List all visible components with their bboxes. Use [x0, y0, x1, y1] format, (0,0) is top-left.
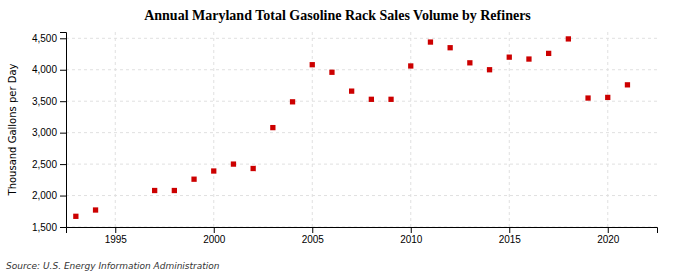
y-tick: 3,000	[32, 127, 66, 138]
y-tick-mark	[60, 101, 66, 102]
point	[428, 39, 433, 44]
x-axis: 1995 2000 2005 2010 2015 2020	[67, 227, 658, 245]
y-tick: 3,500	[32, 96, 66, 107]
point	[388, 97, 393, 102]
x-tick-label: 2000	[203, 234, 226, 245]
x-tick-label: 1995	[105, 234, 128, 245]
y-tick-mark	[60, 196, 66, 197]
y-tick-mark	[60, 38, 66, 39]
point	[290, 99, 295, 104]
point	[211, 168, 216, 173]
point	[369, 97, 374, 102]
y-tick: 2,500	[32, 159, 66, 170]
grid-line-y	[66, 164, 657, 165]
x-tick-mark	[411, 227, 412, 233]
point	[467, 60, 472, 65]
x-tick: 1995	[105, 227, 128, 245]
chart-container: 1995 2000 2005 2010 2015 2020 1,500 2,000 2,500 3…	[0, 0, 675, 275]
x-tick-label: 2005	[302, 234, 325, 245]
x-tick-mark	[214, 227, 215, 233]
x-tick-label: 2015	[499, 234, 522, 245]
point	[73, 214, 78, 219]
grid-line-x	[607, 32, 608, 227]
y-tick: 4,500	[32, 33, 66, 44]
point	[310, 62, 315, 67]
grid-line-x	[509, 32, 510, 227]
plot-area: 1995 2000 2005 2010 2015 2020 1,500 2,000 2,500 3…	[32, 32, 658, 245]
point	[152, 188, 157, 193]
y-tick: 1,500	[32, 222, 66, 233]
point	[251, 166, 256, 171]
x-tick-label: 2010	[400, 234, 423, 245]
y-tick-label: 2,500	[32, 159, 57, 170]
point	[408, 63, 413, 68]
point	[349, 88, 354, 93]
x-tick-label: 2020	[597, 234, 620, 245]
point	[625, 82, 630, 87]
x-tick-mark	[312, 227, 313, 233]
y-tick: 2,000	[32, 190, 66, 201]
point	[585, 95, 590, 100]
point	[487, 67, 492, 72]
y-tick-mark	[60, 70, 66, 71]
y-tick-label: 1,500	[32, 222, 57, 233]
grid-line-y	[66, 132, 657, 133]
point	[329, 70, 334, 75]
point	[526, 56, 531, 61]
x-tick: 2000	[203, 227, 226, 245]
x-tick: 2020	[597, 227, 620, 245]
y-tick-label: 2,000	[32, 190, 57, 201]
x-tick-mark	[608, 227, 609, 233]
x-tick-mark	[115, 227, 116, 233]
grid-line-y	[66, 69, 657, 70]
x-tick: 2010	[400, 227, 423, 245]
x-tick: 2015	[499, 227, 522, 245]
y-tick-mark	[60, 164, 66, 165]
grid-line-x	[312, 32, 313, 227]
point	[605, 95, 610, 100]
point	[507, 55, 512, 60]
points	[73, 36, 630, 219]
point	[93, 207, 98, 212]
point	[546, 51, 551, 56]
title: Annual Maryland Total Gasoline Rack Sale…	[144, 8, 531, 23]
source-note: Source: U.S. Energy Information Administ…	[6, 261, 220, 271]
x-tick: 2005	[302, 227, 325, 245]
y-tick-label: 3,500	[32, 96, 57, 107]
grid-line-y	[66, 101, 657, 102]
y-axis-label: Thousand Gallons per Day	[7, 63, 18, 196]
point	[448, 45, 453, 50]
y-tick-label: 3,000	[32, 127, 57, 138]
y-tick: 4,000	[32, 64, 66, 75]
y-tick-mark	[60, 133, 66, 134]
y-axis: 1,500 2,000 2,500 3,000 3,500 4,000 4,500	[32, 33, 67, 233]
point	[566, 36, 571, 41]
y-axis-line	[60, 33, 67, 228]
x-axis-line	[67, 228, 658, 234]
point	[231, 161, 236, 166]
grid-line-x	[115, 32, 116, 227]
grid-line-x	[410, 32, 411, 227]
point	[172, 188, 177, 193]
grid	[66, 32, 657, 227]
chart-svg: 1995 2000 2005 2010 2015 2020 1,500 2,000 2,500 3…	[0, 0, 675, 275]
point	[270, 125, 275, 130]
y-tick-label: 4,500	[32, 33, 57, 44]
grid-line-x	[213, 32, 214, 227]
point	[191, 177, 196, 182]
y-tick-mark	[60, 227, 66, 228]
grid-line-y	[66, 195, 657, 196]
y-tick-label: 4,000	[32, 64, 57, 75]
x-tick-mark	[509, 227, 510, 233]
